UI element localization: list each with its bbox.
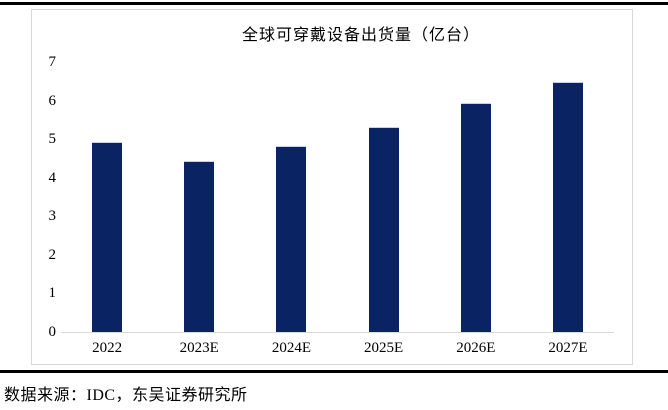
bottom-divider-rule (0, 370, 668, 373)
x-axis-labels: 2022 2023E 2024E 2025E 2026E 2027E (61, 340, 614, 357)
bar-column-2022 (61, 62, 153, 332)
x-axis-label-2025E: 2025E (364, 340, 404, 356)
bar-2024E (276, 145, 307, 332)
bar-2027E (552, 82, 583, 332)
bar-2025E (368, 126, 399, 332)
y-axis-tick-label: 2 (48, 246, 57, 263)
y-axis-tick-label: 0 (48, 324, 57, 340)
bar-column-2023E (153, 62, 245, 332)
bar-column-2024E (245, 62, 337, 332)
y-axis-tick-label: 4 (48, 169, 57, 186)
x-axis-label-2024E: 2024E (271, 340, 312, 356)
x-axis-label-2027E: 2027E (548, 340, 588, 356)
x-axis-label-2022: 2022 (92, 340, 123, 356)
bar-2022 (92, 142, 123, 332)
y-axis-tick-label: 3 (48, 208, 57, 225)
bar-2023E (184, 161, 215, 332)
source-note: 数据来源：IDC，东吴证券研究所 (4, 387, 248, 404)
x-axis-label-2026E: 2026E (456, 340, 496, 356)
bar-2026E (460, 103, 491, 332)
y-axis-tick-label: 6 (48, 92, 57, 109)
chart-title: 全球可穿戴设备出货量（亿台） (241, 27, 480, 44)
bar-column-2025E (338, 62, 430, 332)
x-axis-label-2023E: 2023E (179, 340, 219, 356)
y-axis-tick-label: 7 (48, 54, 57, 70)
top-divider-rule (0, 2, 668, 5)
plot-area (61, 62, 614, 333)
bar-column-2027E (522, 62, 614, 332)
y-axis-tick-label: 5 (48, 131, 57, 148)
y-axis-tick-label: 1 (48, 285, 57, 302)
bar-column-2026E (430, 62, 522, 332)
y-axis: 0 1 2 3 4 5 6 7 (32, 10, 57, 364)
